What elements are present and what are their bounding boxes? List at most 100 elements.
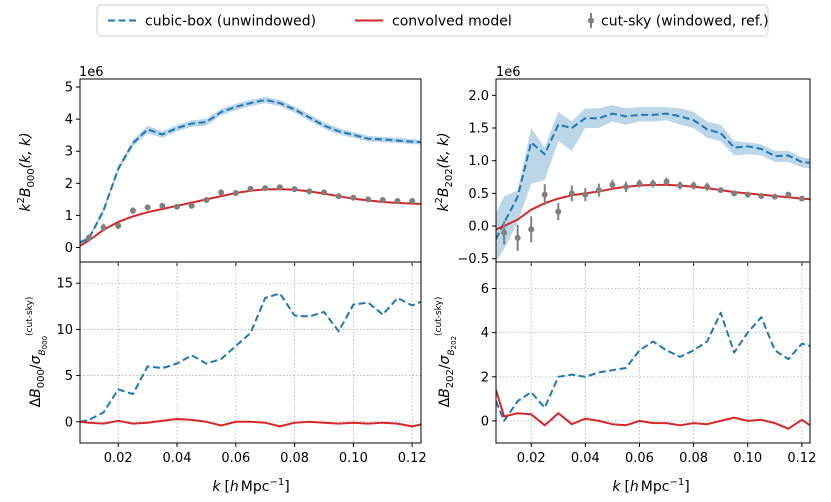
top-left-cut-sky-errorbars	[85, 184, 416, 242]
top-left-frame	[79, 78, 422, 263]
top-right-data-point-11	[650, 180, 656, 187]
top-right-cut-sky-errorbars	[501, 177, 805, 251]
legend-cubic-box-label: cubic-box (unwindowed)	[145, 14, 316, 30]
bottom-left-frame	[79, 261, 422, 444]
top-right-ytick-label-0: −0.5	[457, 252, 489, 267]
top-left-ytick-label-2: 2	[65, 177, 73, 192]
top-right-data-point-8	[609, 181, 616, 188]
top-right-plot-area	[496, 105, 810, 262]
top-left-data-point-14	[291, 186, 298, 193]
top-right-data-point-5	[568, 190, 575, 197]
bottom-right-ytick-label-3: 6	[481, 282, 489, 297]
bottom-left-convolved-line	[80, 418, 421, 428]
bottom-right-xtick-label-5: 0.12	[787, 451, 816, 466]
bottom-left-ytick-label-1: 5	[65, 369, 73, 384]
bottom-left-xtick-label-0: 0.02	[104, 451, 133, 466]
top-right-data-point-0	[501, 229, 508, 236]
top-left-data-point-21	[394, 198, 401, 204]
bottom-left-cubic-box-line	[80, 292, 421, 423]
bottom-right-ytick-label-0: 0	[481, 414, 489, 429]
top-right-data-point-3	[541, 191, 548, 198]
legend-convolved-label: convolved model	[392, 14, 512, 30]
bottom-right-xlabel: k [h Mpc−1]	[612, 477, 689, 495]
top-left-data-point-1	[100, 224, 107, 231]
top-left-ytick-label-4: 4	[65, 113, 73, 128]
bottom-right-frame	[495, 261, 811, 444]
bottom-right-ytick-label-1: 2	[481, 370, 489, 385]
top-left-data-point-15	[306, 188, 313, 195]
top-left-data-point-19	[365, 196, 372, 203]
top-left-panel: 0 1 2 3 4 5	[65, 78, 422, 266]
top-right-convolved-line	[496, 183, 810, 231]
top-left-ytick-label-0: 0	[65, 241, 73, 256]
top-left-ytick-label-3: 3	[65, 145, 73, 160]
top-right-ytick-label-2: 0.5	[468, 187, 489, 202]
legend: cubic-box (unwindowed) convolved model c…	[96, 4, 769, 37]
bottom-right-convolved-line	[496, 389, 810, 430]
top-right-data-point-1	[514, 234, 521, 241]
top-right-data-point-20	[771, 193, 778, 200]
top-left-data-point-7	[188, 202, 195, 209]
bottom-left-ytick-label-3: 15	[56, 277, 73, 292]
top-right-ytick-label-4: 1.5	[468, 122, 489, 137]
top-right-data-point-10	[636, 180, 643, 187]
top-left-data-point-17	[335, 193, 342, 200]
top-right-ytick-label-5: 2.0	[468, 89, 489, 104]
top-left-data-point-4	[144, 204, 151, 211]
top-left-data-point-11	[247, 185, 254, 192]
bottom-right-xtick-label-4: 0.10	[733, 451, 762, 466]
top-right-ylabel: k2B202(k, k)	[434, 132, 455, 211]
top-left-data-point-13	[276, 184, 283, 191]
bottom-right-xtick-label-3: 0.08	[679, 451, 708, 466]
bottom-right-ytick-label-2: 4	[481, 326, 489, 341]
top-right-ytick-label-3: 1.0	[468, 154, 489, 169]
top-right-data-point-6	[582, 191, 589, 198]
bottom-right-xtick-label-0: 0.02	[517, 451, 546, 466]
top-left-data-point-20	[379, 197, 386, 204]
bottom-right-plot-area	[496, 311, 810, 430]
top-right-panel: −0.5 0.0 0.5 1.0 1.5 2.0	[457, 78, 811, 267]
top-right-data-point-19	[758, 192, 765, 199]
top-left-cubic-box-line	[80, 98, 421, 244]
top-right-cubic-box-line	[496, 112, 810, 240]
top-left-data-point-22	[409, 198, 416, 204]
legend-frame	[96, 4, 769, 37]
top-left-data-point-0	[85, 234, 92, 241]
top-right-data-point-4	[555, 208, 562, 215]
top-left-data-point-5	[159, 202, 166, 209]
bottom-left-panel: 0.02 0.04 0.06 0.08 0.10 0.12 0 5 10 15	[56, 261, 427, 466]
legend-cut-sky-swatch	[588, 13, 594, 28]
top-left-plot-area	[80, 96, 421, 247]
top-right-data-point-15	[704, 183, 711, 190]
bottom-left-xtick-label-1: 0.04	[163, 451, 192, 466]
top-left-data-point-2	[115, 222, 122, 229]
bottom-right-xtick-label-2: 0.06	[625, 451, 654, 466]
bottom-left-ytick-label-0: 0	[65, 415, 73, 430]
top-left-data-point-16	[320, 189, 327, 196]
top-right-data-point-16	[717, 187, 724, 194]
top-left-ylabel: k2B000(k, k)	[16, 132, 37, 211]
top-right-data-point-13	[677, 182, 684, 189]
top-right-offset-text: 1e6	[496, 65, 521, 80]
top-right-ytick-label-1: 0.0	[468, 220, 489, 235]
bottom-right-xtick-label-1: 0.04	[571, 451, 600, 466]
bottom-right-ylabel: ΔB202/σB202(cut-sky)	[434, 297, 458, 408]
bottom-left-plot-area	[80, 292, 421, 428]
top-left-data-point-12	[262, 185, 269, 192]
bottom-left-ylabel: ΔB000/σB000(cut-sky)	[25, 297, 49, 408]
bottom-right-panel: 0.02 0.04 0.06 0.08 0.10 0.12 0 2 4 6	[481, 261, 816, 466]
top-left-ytick-label-1: 1	[65, 209, 73, 224]
bottom-left-xtick-label-3: 0.08	[280, 451, 309, 466]
top-right-data-point-7	[595, 187, 602, 194]
top-right-data-point-22	[798, 195, 805, 202]
top-left-data-point-10	[232, 189, 239, 196]
top-left-data-point-9	[218, 189, 225, 196]
bottom-left-xtick-label-2: 0.06	[221, 451, 250, 466]
bottom-left-xtick-label-5: 0.12	[398, 451, 427, 466]
legend-cut-sky-label: cut-sky (windowed, ref.)	[601, 14, 769, 30]
top-right-data-point-9	[622, 183, 629, 190]
top-left-cubic-box-band	[80, 96, 421, 245]
top-right-data-point-2	[528, 226, 535, 233]
